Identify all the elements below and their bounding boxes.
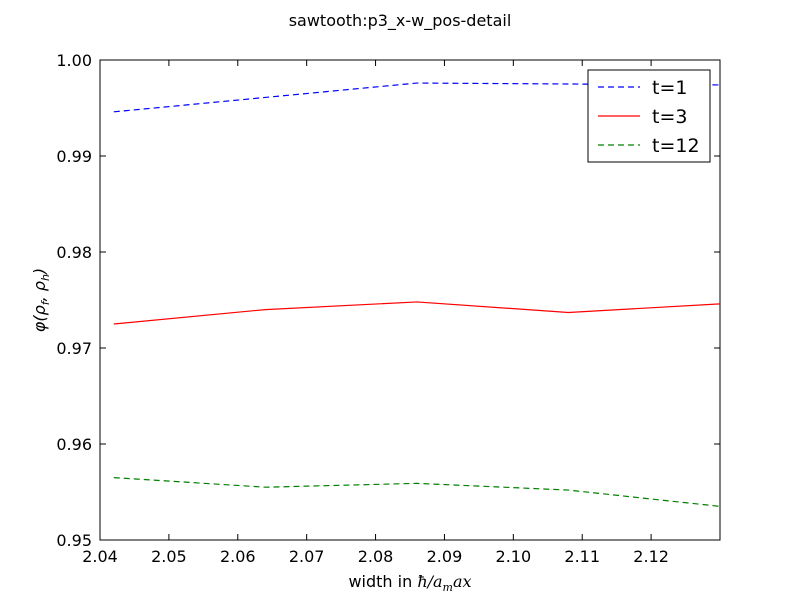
y-axis-label-sub1: f (39, 299, 52, 305)
x-tick-label: 2.07 (289, 547, 325, 566)
y-axis-label-mid: , ρ (30, 281, 49, 301)
y-tick-label: 0.98 (56, 243, 92, 262)
x-tick-label: 2.09 (427, 547, 463, 566)
x-tick-label: 2.06 (220, 547, 256, 566)
x-tick-label: 2.05 (151, 547, 187, 566)
legend-label-t=3: t=3 (652, 106, 687, 128)
y-axis-label: φ(ρf, ρh) (30, 268, 52, 332)
x-axis-label-text: width in (348, 572, 417, 591)
legend-label-t=12: t=12 (652, 135, 700, 157)
y-tick-label: 0.97 (56, 339, 92, 358)
ticks-layer (99, 59, 720, 541)
y-tick-label: 0.99 (56, 147, 92, 166)
legend-entries: t=1 t=3 t=12 (598, 77, 700, 157)
x-tick-label: 2.04 (82, 547, 118, 566)
series-line-t=1 (113, 82, 720, 113)
y-axis-label-sub2: h (39, 274, 52, 281)
chart-title: sawtooth:p3_x-w_pos-detail (289, 11, 512, 31)
series-line-t=3 (113, 301, 720, 325)
legend-label-t=1: t=1 (652, 77, 687, 99)
series-line-t=12 (113, 477, 720, 507)
x-tick-label: 2.10 (496, 547, 532, 566)
y-axis-label-math: φ(ρ (30, 305, 49, 332)
y-axis-label-close: ) (30, 268, 49, 275)
x-axis-label-math-tail: ax (453, 572, 472, 591)
x-axis-label: width in ħ/amax (348, 572, 471, 594)
y-tick-labels: 0.95 0.96 0.97 0.98 0.99 1.00 (56, 51, 92, 550)
y-tick-label: 0.95 (56, 531, 92, 550)
legend: t=1 t=3 t=12 (587, 69, 711, 163)
x-tick-label: 2.12 (633, 547, 669, 566)
series-layer (113, 82, 720, 507)
x-tick-labels: 2.04 2.05 2.06 2.07 2.08 2.09 2.10 2.11 2.12 (82, 547, 669, 566)
y-tick-label: 1.00 (56, 51, 92, 70)
x-tick-label: 2.08 (358, 547, 394, 566)
y-tick-label: 0.96 (56, 435, 92, 454)
x-axis-label-math-sub: m (443, 581, 453, 594)
x-tick-label: 2.11 (564, 547, 600, 566)
x-axis-label-math: ħ/a (417, 572, 442, 591)
